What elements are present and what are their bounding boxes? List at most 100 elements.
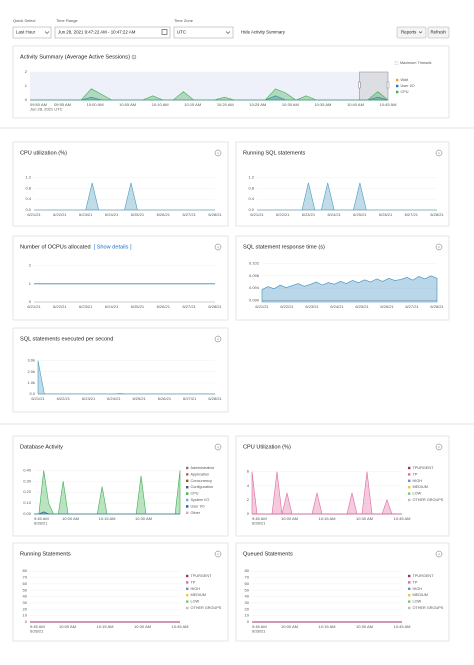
panel-title: CPU Utilization (%) — [243, 444, 291, 450]
legend-swatch — [408, 574, 411, 578]
button[interactable] — [427, 26, 450, 39]
panel-title: Running SQL statements — [243, 150, 305, 156]
x-tick-label: 6/25/21 — [131, 304, 145, 309]
calendar-icon[interactable] — [161, 29, 168, 35]
y-tick-label: 0.20 — [23, 489, 32, 494]
legend-label: TP — [413, 472, 418, 476]
legend-label: LOW — [191, 600, 200, 604]
legend-label: System I/O — [191, 498, 210, 502]
x-tick-label: 6/26/21 — [157, 212, 171, 217]
x-tick-label: 6/23/21 — [82, 396, 96, 401]
legend-label: OTHER GROUPS — [191, 606, 222, 610]
legend-label: Wait — [401, 78, 409, 82]
area — [257, 182, 437, 211]
legend-checkbox — [394, 61, 399, 65]
y-tick-label: 1.0k — [27, 380, 35, 385]
x-tick-label: 10:20 AM — [217, 102, 234, 107]
x-sub-label: 6/28/21 — [30, 629, 44, 634]
y-tick-label: 0.8 — [248, 185, 254, 190]
toggle-link[interactable]: Hide Activity Summary — [241, 30, 286, 35]
x-tick-label: 6/28/21 — [208, 212, 222, 217]
button[interactable] — [396, 26, 427, 39]
legend-swatch — [186, 479, 189, 482]
y-tick-label: 0.098 — [249, 273, 260, 278]
x-tick-label: 6/21/21 — [27, 212, 41, 217]
legend-swatch — [396, 90, 399, 94]
button-label: Refresh — [431, 30, 447, 35]
legend-swatch — [408, 498, 411, 502]
y-tick-label: 0 — [25, 97, 28, 102]
info-icon — [214, 443, 222, 451]
y-tick-label: 40 — [23, 594, 28, 599]
legend-label: Administrative — [191, 466, 215, 470]
x-tick-label: 10:15 AM — [319, 624, 336, 629]
legend-label: User I/O — [191, 504, 205, 508]
panel-title: CPU utilization (%) — [20, 150, 67, 156]
label: Time Zone — [174, 18, 194, 23]
info-icon — [214, 335, 222, 343]
legend-swatch — [186, 473, 189, 476]
panel — [235, 235, 450, 321]
x-sub-label: 6/28/21 — [34, 521, 48, 526]
legend-swatch — [186, 587, 189, 590]
y-tick-label: 1 — [25, 83, 28, 88]
y-tick-label: 80 — [245, 568, 250, 573]
area — [261, 275, 438, 303]
panel — [12, 327, 229, 413]
y-tick-label: 6 — [247, 469, 250, 474]
x-tick-label: 09:55 AM — [54, 102, 71, 107]
legend-swatch — [396, 78, 399, 82]
x-tick-label: 10:45 AM — [394, 624, 411, 629]
x-tick-label: 9:45 AM — [30, 624, 45, 629]
legend-label: HIGH — [413, 479, 423, 483]
panel-title: Activity Summary (Average Active Session… — [20, 54, 130, 60]
y-tick-label: 1 — [29, 281, 32, 286]
x-tick-label: 10:45 AM — [394, 516, 411, 521]
time-range-input[interactable] — [54, 26, 171, 39]
y-tick-label: 60 — [245, 581, 250, 586]
legend-label: CPU — [191, 492, 199, 496]
x-tick-label: 10:00 AM — [62, 516, 79, 521]
legend-swatch — [186, 492, 189, 495]
info-icon — [435, 550, 443, 558]
x-tick-label: 6/21/21 — [31, 396, 45, 401]
y-tick-label: 0 — [29, 299, 32, 304]
x-tick-label: 6/27/21 — [405, 212, 419, 217]
panel — [12, 141, 229, 227]
x-tick-label: 6/28/21 — [430, 304, 444, 309]
chevron — [44, 31, 50, 34]
legend-label: HIGH — [413, 587, 423, 591]
panel — [12, 435, 229, 537]
legend-label: Other — [191, 511, 201, 515]
dropdown[interactable] — [12, 26, 52, 39]
legend-swatch — [408, 600, 411, 603]
legend-label: LOW — [413, 492, 422, 496]
dropdown[interactable] — [173, 26, 234, 39]
panel-title: Number of OCPUs allocated — [20, 244, 91, 250]
legend-label: MEDIUM — [191, 593, 206, 597]
x-tick-label: 6/26/21 — [379, 212, 393, 217]
x-sub-label: 6/28/21 — [252, 629, 266, 634]
chevron — [225, 31, 231, 34]
x-tick-label: 6/23/21 — [79, 212, 93, 217]
y-tick-label: 0.10 — [23, 500, 32, 505]
y-tick-label: 70 — [23, 575, 28, 580]
legend-label: TP — [191, 580, 196, 584]
area — [251, 471, 402, 515]
y-tick-label: 2 — [25, 69, 28, 74]
panel — [12, 542, 229, 642]
x-tick-label: 6/25/21 — [355, 304, 369, 309]
y-tick-label: 0.4 — [25, 196, 31, 201]
x-tick-label: 10:40 AM — [347, 102, 364, 107]
details-link[interactable]: [ Show details ] — [94, 244, 132, 250]
legend-label: CPU — [401, 90, 409, 94]
x-tick-label: 6/24/21 — [327, 212, 341, 217]
info-icon — [435, 443, 443, 451]
info-icon — [435, 243, 443, 251]
x-tick-label: 9:45 AM — [252, 624, 267, 629]
time-range-value: Jun 28, 2021 9:47:22 AM - 10:47:22 AM — [58, 30, 136, 35]
y-tick-label: 2 — [247, 497, 250, 502]
y-tick-label: 3.0k — [27, 358, 35, 363]
x-tick-label: 6/21/21 — [27, 304, 41, 309]
legend-label: TPURGENT — [413, 574, 435, 578]
